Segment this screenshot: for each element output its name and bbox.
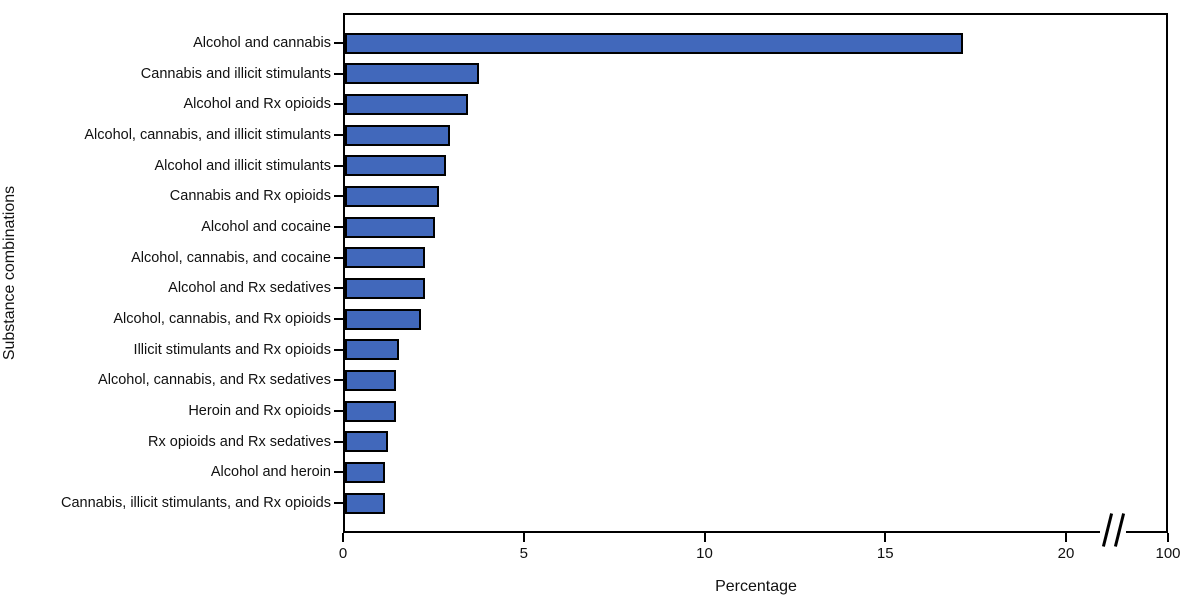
bar: [345, 63, 479, 85]
plot-area: [343, 13, 1168, 533]
category-label: Alcohol and Rx opioids: [183, 96, 331, 113]
x-tick-label: 20: [1057, 545, 1075, 562]
bar: [345, 431, 388, 453]
y-tick-mark: [334, 134, 343, 136]
category-label: Alcohol, cannabis, and Rx opioids: [113, 311, 331, 327]
x-tick-label: 100: [1155, 545, 1181, 562]
category-label: Cannabis, illicit stimulants, and Rx opi…: [61, 495, 331, 511]
x-axis-title: Percentage: [715, 578, 797, 595]
category-label: Heroin and Rx opioids: [188, 403, 331, 419]
axis-break-whiteout: [1100, 529, 1126, 535]
y-tick-mark: [334, 72, 343, 75]
bar: [345, 308, 421, 330]
y-axis-title: Substance combinations: [1, 185, 18, 361]
bar: [345, 339, 399, 361]
y-tick-mark: [334, 471, 343, 474]
category-label: Cannabis and Rx opioids: [169, 188, 331, 205]
category-label: Alcohol, cannabis, and illicit stimulant…: [84, 127, 331, 143]
y-tick-mark: [334, 440, 343, 443]
x-tick-mark: [1065, 533, 1067, 542]
category-label: Alcohol and cocaine: [201, 219, 331, 235]
x-tick-label: 15: [876, 545, 894, 562]
category-label: Alcohol and heroin: [210, 464, 331, 481]
y-tick-mark: [334, 502, 343, 504]
bar: [345, 216, 435, 238]
bar: [345, 400, 396, 422]
bar: [345, 185, 439, 207]
y-tick-mark: [334, 379, 343, 382]
y-tick-mark: [334, 226, 343, 228]
y-tick-mark: [334, 164, 343, 167]
bar: [345, 124, 450, 146]
x-tick-label: 5: [519, 545, 528, 562]
y-tick-mark: [334, 410, 343, 412]
category-label: Rx opioids and Rx sedatives: [148, 433, 331, 450]
y-tick-mark: [334, 103, 343, 106]
bar: [345, 492, 385, 514]
bar: [345, 32, 963, 54]
bar: [345, 247, 425, 269]
y-tick-mark: [334, 287, 343, 290]
category-label: Alcohol and illicit stimulants: [154, 157, 332, 174]
category-label: Alcohol, cannabis, and cocaine: [131, 249, 331, 266]
category-label: Alcohol and cannabis: [193, 35, 331, 51]
category-label: Illicit stimulants and Rx opioids: [133, 341, 331, 358]
bar: [345, 277, 425, 299]
bar: [345, 369, 396, 391]
x-tick-mark: [522, 533, 525, 542]
x-tick-mark: [1167, 533, 1169, 542]
y-tick-mark: [334, 348, 343, 351]
y-tick-mark: [334, 195, 343, 198]
x-tick-label: 10: [696, 545, 713, 562]
x-tick-mark: [703, 533, 706, 542]
x-tick-mark: [884, 533, 887, 542]
x-tick-label: 0: [338, 545, 348, 562]
y-tick-mark: [334, 318, 343, 320]
category-label: Alcohol and Rx sedatives: [168, 280, 331, 297]
bar: [345, 155, 446, 177]
y-tick-mark: [334, 42, 343, 44]
category-label: Alcohol, cannabis, and Rx sedatives: [98, 372, 331, 389]
x-tick-mark: [342, 533, 344, 542]
y-tick-mark: [334, 256, 343, 259]
bar: [345, 93, 468, 115]
category-label: Cannabis and illicit stimulants: [140, 65, 331, 82]
bar: [345, 461, 385, 483]
